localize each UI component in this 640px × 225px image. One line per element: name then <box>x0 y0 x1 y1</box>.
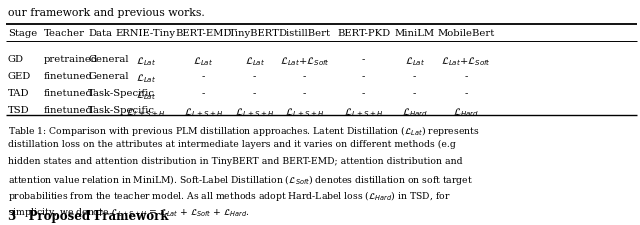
Text: $\mathcal{L}_{Lat}$: $\mathcal{L}_{Lat}$ <box>136 89 156 102</box>
Text: simplicity, we denote $\mathcal{L}_{L+S+H}$ = $\mathcal{L}_{Lat}$ + $\mathcal{L}: simplicity, we denote $\mathcal{L}_{L+S+… <box>8 206 250 219</box>
Text: -: - <box>202 89 205 98</box>
Text: -: - <box>253 72 257 81</box>
Text: -: - <box>303 72 307 81</box>
Text: $\mathcal{L}_{Lat}$: $\mathcal{L}_{Lat}$ <box>136 55 156 68</box>
Text: finetuned: finetuned <box>44 106 92 115</box>
Text: -: - <box>202 72 205 81</box>
Text: $\mathcal{L}_{Hard}$: $\mathcal{L}_{Hard}$ <box>402 106 428 119</box>
Text: $\mathcal{L}_{L+S+H}$: $\mathcal{L}_{L+S+H}$ <box>285 106 324 119</box>
Text: $\mathcal{L}_{L+S+H}$: $\mathcal{L}_{L+S+H}$ <box>344 106 383 119</box>
Text: Table 1: Comparison with previous PLM distillation approaches. Latent Distillati: Table 1: Comparison with previous PLM di… <box>8 124 479 138</box>
Text: finetuned: finetuned <box>44 72 92 81</box>
Text: -: - <box>362 89 365 98</box>
Text: $\mathcal{L}_{Lat}$: $\mathcal{L}_{Lat}$ <box>136 72 156 85</box>
Text: Teacher: Teacher <box>44 29 84 38</box>
Text: $\mathcal{L}_{Lat}$: $\mathcal{L}_{Lat}$ <box>404 55 425 68</box>
Text: -: - <box>362 55 365 64</box>
Text: -: - <box>362 72 365 81</box>
Text: $\mathcal{L}_{Hard}$: $\mathcal{L}_{Hard}$ <box>453 106 479 119</box>
Text: $\mathcal{L}_{Lat}$+$\mathcal{L}_{Soft}$: $\mathcal{L}_{Lat}$+$\mathcal{L}_{Soft}$ <box>441 55 491 68</box>
Text: MiniLM: MiniLM <box>395 29 435 38</box>
Text: GED: GED <box>8 72 31 81</box>
Text: $\mathcal{L}_{Lat}$: $\mathcal{L}_{Lat}$ <box>244 55 265 68</box>
Text: GD: GD <box>8 55 24 64</box>
Text: General: General <box>88 55 129 64</box>
Text: $\mathcal{L}_{Lat}$: $\mathcal{L}_{Lat}$ <box>193 55 214 68</box>
Text: Task-Specific: Task-Specific <box>88 89 156 98</box>
Text: -: - <box>303 89 307 98</box>
Text: BERT-PKD: BERT-PKD <box>337 29 390 38</box>
Text: hidden states and attention distribution in TinyBERT and BERT-EMD; attention dis: hidden states and attention distribution… <box>8 157 462 166</box>
Text: -: - <box>253 89 257 98</box>
Text: TinyBERT: TinyBERT <box>229 29 280 38</box>
Text: distillation loss on the attributes at intermediate layers and it varies on diff: distillation loss on the attributes at i… <box>8 140 456 149</box>
Text: $\mathcal{L}_{L+S+H}$: $\mathcal{L}_{L+S+H}$ <box>235 106 275 119</box>
Text: TAD: TAD <box>8 89 29 98</box>
Text: Stage: Stage <box>8 29 37 38</box>
Text: 3   Proposed Framework: 3 Proposed Framework <box>8 210 168 223</box>
Text: $\mathcal{L}_{L+S+H}$: $\mathcal{L}_{L+S+H}$ <box>184 106 223 119</box>
Text: $\mathcal{L}_{L+S+H}$: $\mathcal{L}_{L+S+H}$ <box>126 106 166 119</box>
Text: Data: Data <box>88 29 113 38</box>
Text: probabilities from the teacher model. As all methods adopt Hard-Label loss ($\ma: probabilities from the teacher model. As… <box>8 189 450 203</box>
Text: finetuned: finetuned <box>44 89 92 98</box>
Text: BERT-EMD: BERT-EMD <box>175 29 232 38</box>
Text: TSD: TSD <box>8 106 29 115</box>
Text: pretrained: pretrained <box>44 55 98 64</box>
Text: -: - <box>413 72 417 81</box>
Text: -: - <box>464 72 468 81</box>
Text: attention value relation in MiniLM). Soft-Label Distillation ($\mathcal{L}_{Soft: attention value relation in MiniLM). Sof… <box>8 173 473 187</box>
Text: ERNIE-Tiny: ERNIE-Tiny <box>116 29 176 38</box>
Text: our framework and previous works.: our framework and previous works. <box>8 8 204 18</box>
Text: Task-Specific: Task-Specific <box>88 106 156 115</box>
Text: -: - <box>464 89 468 98</box>
Text: General: General <box>88 72 129 81</box>
Text: DistillBert: DistillBert <box>278 29 331 38</box>
Text: MobileBert: MobileBert <box>437 29 495 38</box>
Text: $\mathcal{L}_{Lat}$+$\mathcal{L}_{Soft}$: $\mathcal{L}_{Lat}$+$\mathcal{L}_{Soft}$ <box>280 55 330 68</box>
Text: -: - <box>413 89 417 98</box>
